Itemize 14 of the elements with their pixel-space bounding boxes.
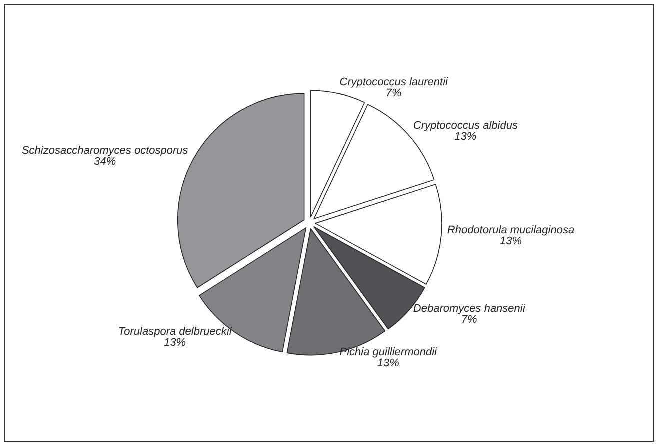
data-label: 7% — [386, 87, 402, 100]
slice-label: Pichia guilliermondii — [340, 346, 438, 359]
slice-label: Rhodotorula mucilaginosa — [447, 224, 575, 237]
data-label: 34% — [94, 156, 116, 168]
slice-label: Debaromyces hansenii — [413, 303, 526, 316]
data-label: 13% — [164, 337, 186, 349]
data-label: 13% — [454, 130, 477, 143]
data-label: 7% — [461, 314, 478, 326]
slice-label: Cryptococcus laurentii — [340, 76, 449, 88]
slice-label: Cryptococcus albidus — [413, 120, 518, 132]
slice-label: Torulaspora delbrueckii — [118, 326, 232, 338]
data-label: 13% — [377, 358, 400, 370]
slice-label: Schizosaccharomyces octosporus — [22, 144, 189, 157]
data-label: 13% — [500, 236, 522, 248]
